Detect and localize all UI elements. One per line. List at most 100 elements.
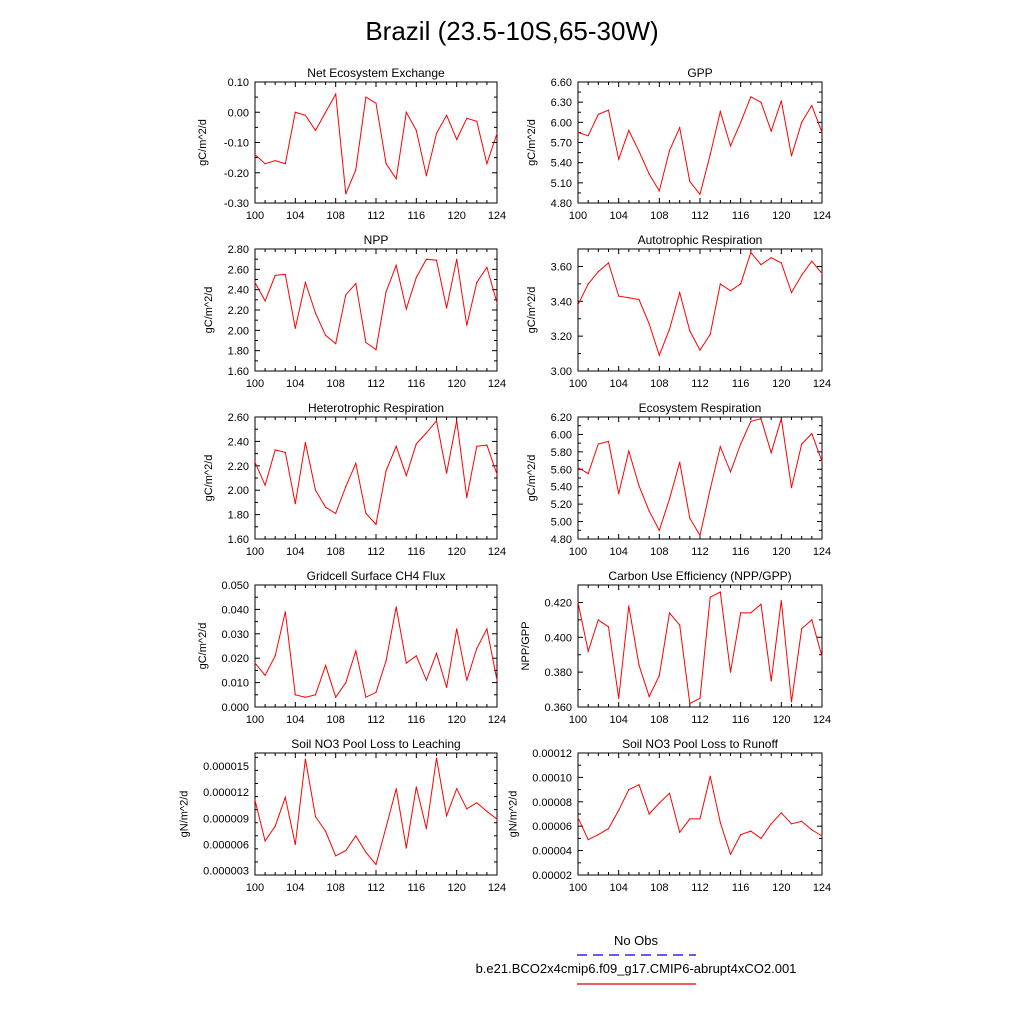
x-tick-label: 124 [488,210,506,222]
data-point [325,111,327,113]
y-tick-label: 1.80 [228,510,249,522]
data-point [274,825,276,827]
data-point [415,276,417,279]
x-tick-label: 124 [813,546,831,558]
data-point [486,444,488,446]
y-tick-label: 6.30 [551,97,572,109]
plot-frame [254,416,498,540]
data-point [801,820,803,822]
data-point [587,283,589,285]
x-tick-label: 100 [246,210,264,222]
y-tick-label: 0.000012 [203,787,249,799]
y-axis-label: gC/m^2/d [203,455,215,502]
y-tick-label: 2.40 [228,285,249,297]
x-tick-label: 124 [813,714,831,726]
x-tick-label: 104 [286,546,304,558]
data-point [314,816,317,818]
data-point [274,655,276,657]
data-point [355,169,357,171]
x-tick-label: 116 [408,378,426,390]
x-tick-label: 104 [609,882,627,894]
data-point [709,775,711,777]
data-point [719,283,721,285]
y-tick-label: 2.80 [228,244,249,256]
data-point [365,851,367,853]
data-point [770,823,772,825]
data-point [740,443,742,445]
data-point [284,273,286,275]
y-axis-label: gN/m^2/d [508,791,520,838]
data-point [446,815,448,817]
panel-title: Soil NO3 Pool Loss to Runoff [622,737,779,751]
y-tick-label: 6.60 [551,77,572,89]
data-point [355,462,357,464]
plot-frame [254,81,498,204]
y-tick-label: 5.40 [551,482,572,494]
y-axis-label: gC/m^2/d [526,119,538,166]
data-point [294,327,296,329]
x-tick-label: 120 [772,546,790,558]
data-point [801,628,803,630]
data-point [375,102,377,104]
y-tick-label: 3.40 [551,296,572,308]
data-point [770,130,772,132]
data-point [811,433,813,435]
data-point [750,96,752,98]
data-point [466,496,468,499]
y-axis-label: gC/m^2/d [526,287,538,334]
y-tick-label: 2.00 [228,485,249,497]
data-point [709,488,711,490]
panel-net-ecosystem-exchange: Net Ecosystem Exchange 100 104 108 112 116 120… [197,66,506,222]
x-tick-label: 108 [326,882,344,894]
plot-frame [254,752,498,876]
data-point [699,534,701,537]
data-point [668,328,671,330]
data-point [679,127,681,129]
data-point [425,828,427,830]
x-tick-label: 100 [569,210,587,222]
data-point [486,266,488,268]
y-tick-label: 0.00004 [532,846,572,858]
data-point [790,487,793,489]
data-point [284,611,286,613]
series-line [254,92,498,195]
data-point [577,466,579,469]
data-point [456,788,458,790]
data-point [597,619,599,621]
data-point [719,446,721,448]
x-tick-label: 100 [569,546,587,558]
x-tick-label: 120 [447,714,465,726]
data-point [780,600,782,602]
data-point [264,840,266,842]
plot-frame [577,81,823,204]
panel-title: Net Ecosystem Exchange [307,66,445,80]
x-tick-label: 112 [367,546,385,558]
data-point [790,701,793,703]
panel-title: Heterotrophic Respiration [308,401,444,415]
data-point [395,445,397,447]
data-point [587,839,589,841]
data-point [699,193,701,195]
plot-frame [577,752,823,876]
series-line [577,776,823,856]
y-axis-label: gN/m^2/d [178,791,190,838]
data-point [821,272,823,274]
y-axis-label: gC/m^2/d [526,455,538,502]
data-point [304,442,306,444]
data-point [750,251,752,254]
data-point [304,114,306,116]
x-tick-label: 104 [286,714,304,726]
data-point [628,129,630,131]
y-axis-label: gC/m^2/d [203,287,215,334]
data-point [405,111,407,113]
data-point [395,178,397,180]
data-point [607,262,610,264]
data-point [770,452,772,454]
x-tick-label: 116 [732,378,750,390]
data-point [294,503,296,505]
y-tick-label: 0.020 [221,653,249,665]
data-point [668,498,671,500]
x-tick-label: 120 [447,378,465,390]
y-tick-label: 5.60 [551,464,572,476]
data-point [689,517,691,519]
